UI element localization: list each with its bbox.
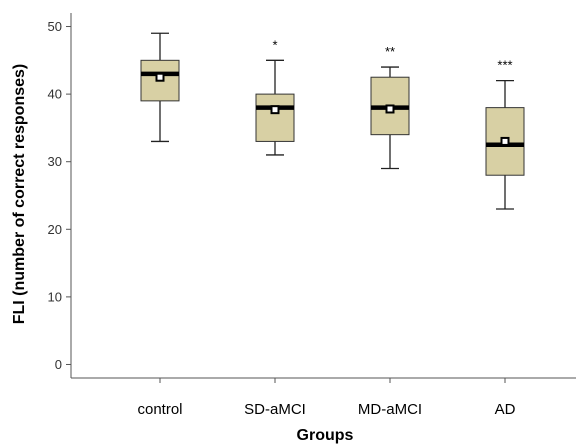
- mean-marker: [270, 105, 280, 115]
- box-group-md-amci: **: [370, 44, 410, 170]
- significance-marker: *: [272, 37, 277, 52]
- box-group-ad: ***: [485, 58, 525, 210]
- x-tick-label: SD-aMCI: [244, 401, 306, 418]
- y-axis-title: FLI (number of correct responses): [11, 64, 28, 325]
- significance-marker: **: [385, 44, 395, 59]
- iqr-box: [255, 93, 295, 142]
- y-tick-label: 50: [48, 19, 62, 34]
- x-tick-label: AD: [495, 401, 516, 418]
- y-tick-label: 10: [48, 289, 62, 304]
- mean-marker: [155, 72, 165, 82]
- mean-marker: [385, 104, 395, 114]
- boxes: * *****: [140, 32, 525, 210]
- mean-marker: [500, 136, 510, 146]
- x-axis-title: Groups: [297, 427, 354, 444]
- y-tick-label: 20: [48, 222, 62, 237]
- x-tick-label: MD-aMCI: [358, 401, 422, 418]
- significance-marker: ***: [497, 58, 512, 73]
- x-tick-label: control: [137, 401, 182, 418]
- axes: 0 10 20 30 40 50 control SD-aMCI MD-aMCI AD: [48, 13, 576, 418]
- y-tick-label: 0: [55, 357, 62, 372]
- box-group-control: [140, 32, 180, 143]
- y-tick-label: 30: [48, 154, 62, 169]
- box-group-sd-amci: *: [255, 37, 295, 156]
- y-tick-label: 40: [48, 87, 62, 102]
